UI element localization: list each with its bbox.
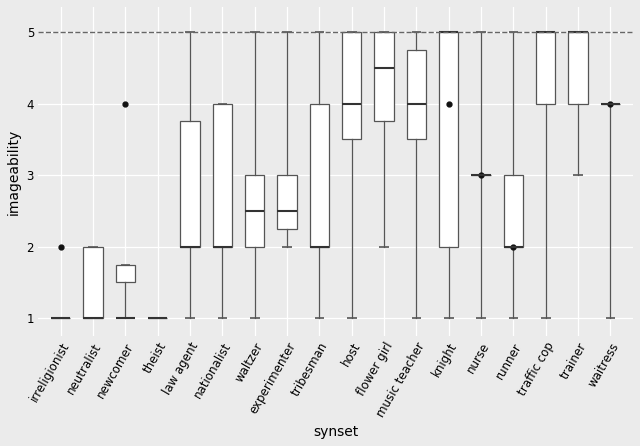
- PathPatch shape: [536, 32, 556, 103]
- PathPatch shape: [342, 32, 362, 139]
- PathPatch shape: [83, 247, 103, 318]
- PathPatch shape: [277, 175, 297, 229]
- PathPatch shape: [407, 50, 426, 139]
- PathPatch shape: [374, 32, 394, 121]
- PathPatch shape: [568, 32, 588, 103]
- PathPatch shape: [245, 175, 264, 247]
- PathPatch shape: [439, 32, 458, 247]
- PathPatch shape: [504, 175, 523, 247]
- PathPatch shape: [212, 103, 232, 247]
- PathPatch shape: [310, 103, 329, 247]
- PathPatch shape: [116, 264, 135, 282]
- Y-axis label: imageability: imageability: [7, 128, 21, 215]
- PathPatch shape: [180, 121, 200, 247]
- X-axis label: synset: synset: [313, 425, 358, 439]
